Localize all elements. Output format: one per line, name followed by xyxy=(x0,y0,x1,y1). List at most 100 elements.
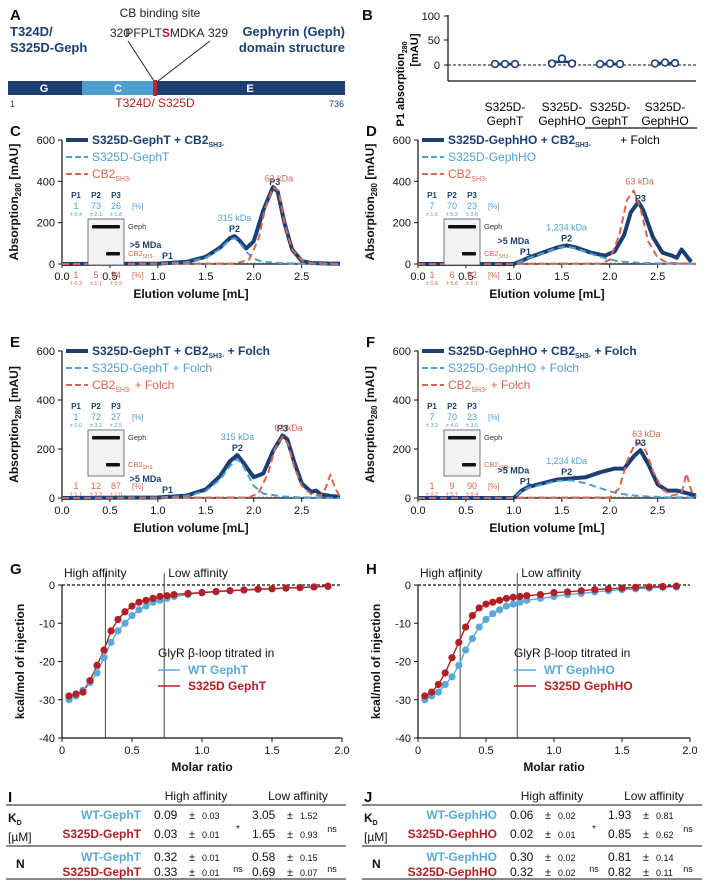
data-point xyxy=(455,661,463,669)
series-line-3 xyxy=(61,186,341,265)
row-low-value: 0.69 xyxy=(252,865,276,879)
data-point xyxy=(455,638,463,646)
inset-header: P2 xyxy=(91,402,101,411)
data-point xyxy=(509,600,517,608)
data-point xyxy=(468,634,476,643)
b-cat-4: S325D- xyxy=(645,100,686,114)
cb-site-label: CB binding site xyxy=(120,6,201,20)
data-point xyxy=(509,593,517,601)
peak-kda3-label: 63 kDa xyxy=(625,177,654,187)
series-line-2 xyxy=(418,479,697,499)
peak-p2-label: P2 xyxy=(561,467,572,477)
row-high-value: 0.33 xyxy=(154,865,178,879)
inset-top-value: 27 xyxy=(111,412,121,422)
inset-top-sd: ± 4.0 xyxy=(446,423,458,429)
data-point xyxy=(296,584,304,592)
b-cat-2b: GephHO xyxy=(538,114,585,128)
panel-g: G High affinity Low affinity 0 -10 -20 -30 -40 0… xyxy=(10,561,350,774)
inset-header: P3 xyxy=(467,402,477,411)
xtick-label: 1.5 xyxy=(264,745,279,757)
legend-entry: CB2SH3- + Folch xyxy=(448,378,530,394)
b-point xyxy=(595,59,605,69)
data-point xyxy=(604,585,613,593)
inset-cb2-label: CB2SH3- xyxy=(128,460,154,471)
inset-top-value: 23 xyxy=(467,412,477,422)
panel-a-right-title-2: domain structure xyxy=(239,40,345,55)
ytick-label: 0 xyxy=(405,580,411,592)
panel-h: H High affinity Low affinity 0 -10 -20 -30 -40 0… xyxy=(366,561,698,774)
row-high-value: 0.06 xyxy=(510,808,534,822)
kd-label: KD xyxy=(8,811,22,827)
panel-letter: J xyxy=(364,789,372,806)
xtick-label: 0.0 xyxy=(54,271,69,283)
xtick-label: 0.5 xyxy=(102,505,117,517)
panel-letter: G xyxy=(10,561,22,578)
xtick-label: 2.5 xyxy=(650,505,665,517)
domain-start: 1 xyxy=(10,99,15,109)
series-line-1 xyxy=(418,200,693,266)
data-point xyxy=(149,594,157,602)
inset-bottom-sd: ± 0.2 xyxy=(426,492,438,498)
data-point xyxy=(502,602,510,610)
legend-entry: S325D-GephT + CB2SH3- xyxy=(92,133,225,149)
y-axis-label: Absorption280 [mAU] xyxy=(7,144,23,261)
inset-bottom-value: 5 xyxy=(93,270,98,280)
legend-title: GlyR β-loop titrated in xyxy=(158,646,274,660)
pm-sign: ± xyxy=(545,829,551,841)
cb-sequence: PFPLTSMDKA xyxy=(125,26,204,40)
legend-title: GlyR β-loop titrated in xyxy=(514,646,630,660)
ytick-label: 600 xyxy=(393,346,411,358)
row-low-sd: 0.62 xyxy=(656,830,674,840)
inset-bottom-value: 1 xyxy=(429,481,434,491)
domain-e-label: E xyxy=(246,83,253,95)
pm-sign: ± xyxy=(189,852,195,864)
data-point xyxy=(632,583,640,591)
data-point xyxy=(489,598,497,606)
data-point xyxy=(135,606,143,614)
peak-p1-label: P1 xyxy=(520,247,531,257)
peak-mda-label: >5 MDa xyxy=(130,240,163,250)
y-axis-label: Absorption280 [mAU] xyxy=(7,366,23,483)
kd-unit: [µM] xyxy=(364,830,388,844)
data-point xyxy=(502,594,510,602)
b-point xyxy=(490,59,500,69)
peak-p3-label: P3 xyxy=(635,193,646,203)
row-high-sd: 0.02 xyxy=(558,811,576,821)
data-point xyxy=(482,600,490,608)
legend-entry: WT GephT xyxy=(188,663,249,677)
panel-b: B P1 absorption280 [mAU] 100 50 0 S325D-… xyxy=(362,7,697,147)
row-low-sd: 0.14 xyxy=(656,853,674,863)
ytick-label: -30 xyxy=(39,695,55,707)
inset-header: P1 xyxy=(427,402,437,411)
data-point xyxy=(93,669,101,677)
row-high-value: 0.30 xyxy=(510,850,534,864)
sig-n-low: ns xyxy=(683,864,693,874)
ytick-label: 400 xyxy=(393,176,411,188)
series-line-3 xyxy=(417,189,697,265)
peak-kda2-label: 1,234 kDa xyxy=(546,456,587,466)
b-point xyxy=(547,59,557,68)
gel-band-geph xyxy=(92,436,120,440)
data-point xyxy=(79,688,87,696)
peak-kda2-label: 315 kDa xyxy=(218,213,252,223)
row-name: S325D-GephHO xyxy=(408,827,497,841)
gel-band-geph xyxy=(448,225,476,229)
y-axis-label: kcal/mol of injection xyxy=(13,604,27,719)
data-point xyxy=(282,584,290,592)
inset-pct: [%] xyxy=(132,202,144,211)
row-high-sd: 0.02 xyxy=(558,868,576,878)
data-point xyxy=(462,646,470,654)
peak-kda3-label: 63 kDa xyxy=(265,174,294,184)
pm-sign: ± xyxy=(545,810,551,822)
inset-header: P2 xyxy=(447,402,457,411)
b-point xyxy=(660,58,670,67)
data-point xyxy=(198,589,206,597)
inset-bottom-sd: ± 5.7 xyxy=(446,492,458,498)
peak-p2-label: P2 xyxy=(232,443,243,453)
low-affinity-label: Low affinity xyxy=(168,566,228,580)
data-point xyxy=(212,587,220,596)
data-point xyxy=(93,661,101,669)
inset-pct: [%] xyxy=(488,202,500,211)
row-high-value: 0.03 xyxy=(154,827,178,841)
